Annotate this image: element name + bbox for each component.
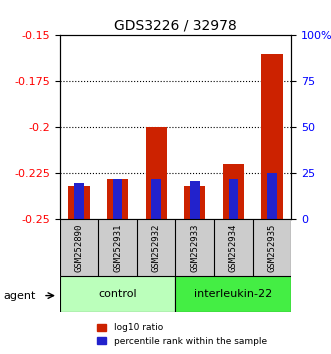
Bar <box>151 179 161 219</box>
Text: agent: agent <box>3 291 36 301</box>
Text: GSM252931: GSM252931 <box>113 224 122 272</box>
Bar <box>267 173 277 219</box>
Bar <box>146 127 167 219</box>
Text: GSM252890: GSM252890 <box>74 224 83 272</box>
Bar <box>228 179 238 219</box>
Bar <box>107 179 128 219</box>
Bar <box>60 276 175 312</box>
Bar <box>74 183 84 219</box>
Bar <box>190 181 200 219</box>
Bar <box>68 186 89 219</box>
Legend: log10 ratio, percentile rank within the sample: log10 ratio, percentile rank within the … <box>94 320 270 349</box>
Bar <box>175 276 291 312</box>
Text: GSM252932: GSM252932 <box>152 224 161 272</box>
Text: GSM252933: GSM252933 <box>190 224 199 272</box>
Text: GSM252934: GSM252934 <box>229 224 238 272</box>
Bar <box>223 164 244 219</box>
Bar <box>113 179 122 219</box>
Bar <box>261 54 283 219</box>
Text: interleukin-22: interleukin-22 <box>194 289 272 299</box>
Text: GSM252935: GSM252935 <box>267 224 276 272</box>
Bar <box>184 186 205 219</box>
Title: GDS3226 / 32978: GDS3226 / 32978 <box>114 19 237 33</box>
Text: control: control <box>98 289 137 299</box>
